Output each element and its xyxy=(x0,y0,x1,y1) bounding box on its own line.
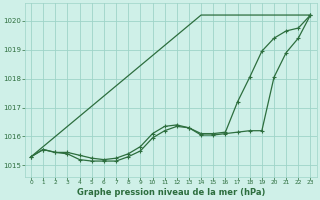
X-axis label: Graphe pression niveau de la mer (hPa): Graphe pression niveau de la mer (hPa) xyxy=(76,188,265,197)
